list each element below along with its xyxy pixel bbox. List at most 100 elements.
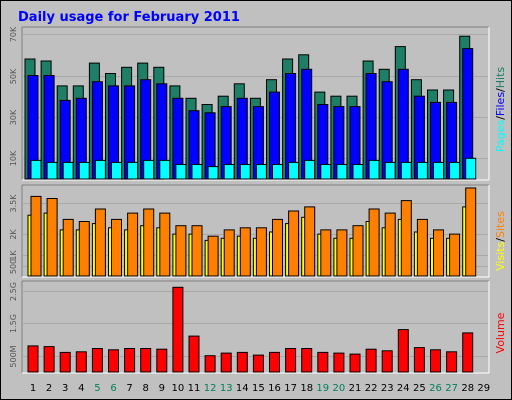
bar-pages-day-16 bbox=[272, 164, 283, 180]
day-label-1: 1 bbox=[30, 383, 36, 394]
day-label-4: 4 bbox=[78, 383, 84, 394]
bar-pages-day-5 bbox=[94, 159, 106, 180]
bar-sites-day-22 bbox=[368, 208, 380, 277]
bar-volume-day-23 bbox=[381, 350, 393, 373]
bar-sites-day-11 bbox=[191, 225, 203, 277]
side-label-separator: / bbox=[494, 238, 507, 242]
y-tick-label: 1.5G bbox=[9, 314, 18, 333]
y-tick-label: 2K bbox=[9, 229, 18, 240]
bar-volume-day-8 bbox=[140, 348, 152, 373]
side-label-hits-files-pages: Pages/Files/Hits bbox=[494, 67, 507, 153]
bar-pages-day-12 bbox=[207, 166, 219, 180]
bar-pages-day-13 bbox=[223, 164, 235, 180]
bar-sites-day-5 bbox=[94, 208, 106, 277]
bar-pages-day-6 bbox=[111, 161, 122, 180]
bar-volume-day-19 bbox=[317, 351, 329, 373]
bar-volume-day-24 bbox=[397, 329, 409, 373]
bar-pages-day-1 bbox=[30, 159, 42, 180]
y-tick-label: 2.5G bbox=[9, 282, 18, 301]
day-label-22: 22 bbox=[365, 383, 378, 394]
bar-sites-day-3 bbox=[62, 218, 74, 277]
bar-volume-day-12 bbox=[204, 355, 216, 373]
bar-sites-day-19 bbox=[320, 229, 332, 277]
bar-pages-day-11 bbox=[191, 164, 203, 180]
day-label-9: 9 bbox=[159, 383, 165, 394]
bar-pages-day-2 bbox=[46, 161, 58, 180]
day-label-14: 14 bbox=[236, 383, 249, 394]
side-label-sites: Sites bbox=[494, 211, 507, 238]
bar-volume-day-16 bbox=[269, 351, 280, 373]
bar-pages-day-24 bbox=[400, 161, 412, 180]
bar-volume-day-22 bbox=[365, 348, 377, 373]
bar-pages-day-19 bbox=[320, 164, 332, 180]
bar-pages-day-7 bbox=[127, 161, 139, 180]
y-tick-label: 50K bbox=[9, 68, 18, 84]
day-label-23: 23 bbox=[381, 383, 394, 394]
side-label-files: Files bbox=[494, 92, 507, 116]
day-label-8: 8 bbox=[143, 383, 149, 394]
day-label-12: 12 bbox=[204, 383, 217, 394]
day-label-16: 16 bbox=[268, 383, 281, 394]
day-label-10: 10 bbox=[172, 383, 185, 394]
day-label-13: 13 bbox=[220, 383, 233, 394]
bar-pages-day-3 bbox=[62, 161, 74, 180]
day-label-27: 27 bbox=[445, 383, 458, 394]
bar-sites-day-18 bbox=[304, 206, 316, 277]
side-label-volume: Volume bbox=[494, 312, 507, 353]
bar-sites-day-24 bbox=[400, 200, 412, 277]
bar-sites-day-9 bbox=[159, 212, 171, 277]
day-label-7: 7 bbox=[126, 383, 132, 394]
bar-sites-day-6 bbox=[111, 218, 122, 277]
bar-pages-day-17 bbox=[288, 161, 300, 180]
bar-volume-day-5 bbox=[91, 348, 103, 373]
bar-pages-day-23 bbox=[384, 161, 396, 180]
day-label-5: 5 bbox=[94, 383, 100, 394]
y-tick-label: 3.5K bbox=[9, 194, 18, 213]
bar-pages-day-15 bbox=[255, 164, 267, 180]
bar-sites-day-4 bbox=[78, 221, 90, 277]
day-label-18: 18 bbox=[300, 383, 313, 394]
bar-pages-day-27 bbox=[449, 161, 461, 180]
day-label-21: 21 bbox=[349, 383, 362, 394]
day-label-17: 17 bbox=[284, 383, 297, 394]
bar-volume-day-25 bbox=[413, 347, 425, 373]
day-label-26: 26 bbox=[429, 383, 442, 394]
bar-volume-day-4 bbox=[75, 351, 87, 373]
bar-pages-day-28 bbox=[465, 157, 477, 180]
day-label-20: 20 bbox=[333, 383, 346, 394]
bar-sites-day-21 bbox=[352, 225, 364, 277]
y-tick-label: 70K bbox=[9, 26, 18, 42]
bar-pages-day-10 bbox=[175, 164, 187, 180]
bar-sites-day-16 bbox=[272, 218, 283, 277]
y-tick-label: 1K bbox=[9, 250, 18, 261]
day-label-3: 3 bbox=[62, 383, 68, 394]
bar-sites-day-23 bbox=[384, 212, 396, 277]
bar-sites-day-27 bbox=[449, 233, 461, 277]
bar-pages-day-8 bbox=[143, 159, 155, 180]
bar-pages-day-21 bbox=[352, 164, 364, 180]
bar-sites-day-12 bbox=[207, 235, 219, 277]
y-tick-label: 500M bbox=[9, 345, 18, 367]
bar-pages-day-20 bbox=[336, 164, 348, 180]
bar-pages-day-26 bbox=[433, 161, 444, 180]
day-label-11: 11 bbox=[188, 383, 201, 394]
day-label-2: 2 bbox=[46, 383, 52, 394]
bar-sites-day-8 bbox=[143, 208, 155, 277]
bar-pages-day-4 bbox=[78, 161, 90, 180]
side-label-separator: / bbox=[494, 116, 507, 120]
day-label-29: 29 bbox=[477, 383, 490, 394]
y-tick-label: 500 bbox=[9, 259, 18, 274]
bar-sites-day-7 bbox=[127, 212, 139, 277]
bar-pages-day-14 bbox=[239, 164, 251, 180]
day-label-15: 15 bbox=[252, 383, 265, 394]
bar-pages-day-18 bbox=[304, 159, 316, 180]
bar-sites-day-26 bbox=[433, 229, 444, 277]
bar-volume-day-14 bbox=[236, 351, 248, 373]
panel-volume: 500M 1.5G 2.5G bbox=[9, 280, 490, 374]
day-label-19: 19 bbox=[316, 383, 329, 394]
side-label-hits: Hits bbox=[494, 67, 507, 89]
bar-sites-day-20 bbox=[336, 229, 348, 277]
bar-volume-day-7 bbox=[124, 348, 136, 373]
bar-sites-day-13 bbox=[223, 229, 235, 277]
bar-volume-day-21 bbox=[349, 353, 361, 373]
